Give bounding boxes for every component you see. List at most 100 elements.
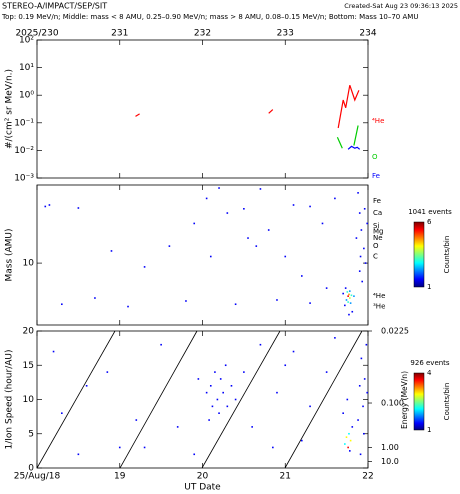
event-point	[222, 391, 224, 394]
flux-line	[353, 125, 359, 146]
event-point	[61, 412, 63, 414]
y-tick-label: 10⁻³	[14, 174, 34, 184]
event-point	[321, 222, 324, 225]
x-tick-label: 234	[359, 29, 376, 39]
event-point	[77, 453, 80, 456]
event-point	[348, 293, 350, 296]
event-point	[214, 371, 216, 373]
event-point	[357, 419, 359, 421]
event-point	[292, 204, 295, 206]
event-point	[309, 205, 311, 208]
species-label: ⁴He	[373, 292, 385, 300]
event-point	[127, 305, 129, 308]
event-point	[361, 280, 364, 283]
event-point	[85, 385, 88, 387]
event-point	[347, 301, 349, 303]
event-point	[205, 197, 208, 200]
event-point	[160, 343, 162, 346]
event-point	[363, 378, 366, 380]
colorbar	[413, 221, 425, 288]
x-axis-label: UT Date	[184, 483, 221, 493]
x-tick-label: 20	[197, 472, 209, 482]
event-point	[267, 229, 270, 231]
event-point	[234, 303, 237, 306]
reference-lines	[36, 330, 363, 469]
event-point	[197, 378, 200, 380]
x-tick-label: 232	[194, 29, 211, 39]
y-tick-label: 10	[23, 395, 35, 405]
event-point	[259, 188, 262, 190]
y-tick-label: 10	[23, 259, 35, 269]
event-point	[301, 439, 303, 442]
event-point	[334, 337, 336, 339]
event-point	[345, 436, 348, 438]
event-point	[106, 371, 109, 373]
colorbar-tick-label: 4	[427, 369, 432, 377]
event-point	[360, 229, 363, 231]
colorbar	[413, 372, 425, 431]
event-point	[351, 426, 354, 428]
event-point	[348, 297, 351, 299]
event-point	[359, 453, 362, 456]
y-axis-label: 1/Ion Speed (hour/AU)	[5, 350, 15, 450]
event-point	[284, 255, 287, 258]
event-point	[348, 313, 350, 316]
event-point	[292, 350, 295, 353]
event-point	[118, 446, 121, 449]
event-point	[284, 364, 287, 367]
event-point	[363, 432, 365, 435]
event-point	[347, 295, 349, 297]
event-point	[349, 302, 352, 304]
flux-line	[337, 85, 360, 129]
species-label: Si	[373, 222, 379, 230]
y2-tick-label: 10.0	[381, 457, 399, 466]
event-point	[348, 432, 350, 435]
event-point	[226, 405, 229, 408]
colorbar-title: 926 events	[410, 359, 450, 367]
event-point	[349, 439, 352, 442]
event-point	[309, 302, 311, 304]
event-point	[344, 443, 346, 445]
event-point	[205, 391, 208, 394]
event-point	[77, 207, 80, 209]
event-point	[366, 391, 368, 394]
colorbar-label: Counts/bin	[443, 236, 451, 274]
event-point	[351, 310, 354, 313]
event-point	[251, 426, 253, 428]
x-tick-label: 19	[114, 472, 126, 482]
event-point	[360, 357, 363, 360]
species-label: O	[373, 242, 379, 250]
event-point	[358, 385, 361, 387]
species-label: ³He	[373, 303, 385, 311]
event-point	[52, 350, 55, 353]
event-point	[209, 255, 212, 258]
event-point	[61, 303, 63, 306]
event-point	[365, 343, 368, 346]
y2-axis-label: Energy (MeV/n)	[400, 371, 409, 429]
event-point	[218, 412, 220, 414]
plot-frame	[36, 184, 369, 326]
y-tick-label: 10⁻¹	[14, 118, 34, 128]
event-point	[226, 212, 229, 214]
event-point	[353, 295, 355, 297]
event-point	[243, 371, 245, 373]
plot-frame	[36, 330, 369, 469]
species-label: C	[373, 253, 378, 261]
species-label: Fe	[373, 197, 381, 205]
legend-label: Fe	[372, 172, 380, 180]
x-tick-label: 231	[111, 29, 128, 39]
event-point	[135, 419, 138, 421]
flux-line	[347, 145, 361, 150]
event-point	[218, 187, 220, 189]
event-point	[247, 237, 249, 239]
flux-line	[135, 113, 140, 117]
event-point	[234, 398, 237, 401]
event-point	[143, 446, 146, 449]
y2-tick-label: 0.0225	[381, 327, 409, 336]
event-point	[276, 299, 278, 301]
x-tick-label: 2025/230	[15, 29, 58, 39]
y-axis-label: #/(cm² sr MeV/n.)	[5, 69, 15, 149]
colorbar-label: Counts/bin	[443, 383, 451, 421]
event-point	[176, 426, 179, 428]
